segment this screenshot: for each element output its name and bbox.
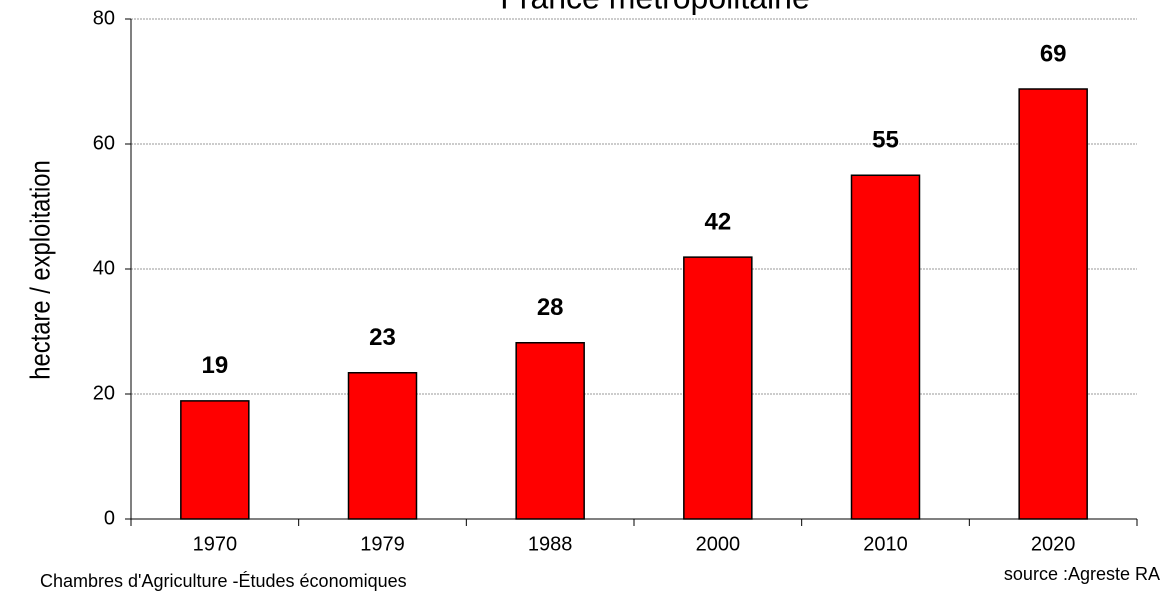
- data-label: 19: [201, 352, 228, 379]
- source: source :Agreste RA: [1004, 564, 1160, 584]
- bar: [850, 174, 921, 520]
- x-tick-label: 2000: [696, 533, 741, 555]
- x-tick-label: 1979: [360, 533, 405, 555]
- bar: [515, 342, 585, 520]
- data-label: 42: [704, 208, 731, 235]
- y-tick-label: 40: [93, 257, 115, 279]
- data-label: 69: [1040, 40, 1067, 67]
- chart-title: France métropolitaine: [500, 0, 809, 15]
- credit: Chambres d'Agriculture -Études économiqu…: [40, 571, 407, 591]
- bar: [180, 400, 250, 520]
- bar: [347, 372, 418, 520]
- y-tick-label: 60: [93, 132, 115, 154]
- bar: [1018, 88, 1088, 520]
- y-tick-label: 20: [93, 382, 115, 404]
- x-tick-label: 1970: [193, 533, 238, 555]
- y-tick-label: 0: [104, 507, 115, 529]
- x-tick-label: 1988: [528, 533, 573, 555]
- data-label: 28: [537, 294, 564, 321]
- bar: [683, 256, 753, 520]
- x-tick-label: 2020: [1031, 533, 1076, 555]
- y-axis-label: hectare / exploitation: [24, 160, 56, 379]
- data-label: 55: [872, 127, 899, 154]
- y-tick-label: 80: [93, 7, 115, 29]
- data-label: 23: [369, 324, 396, 351]
- x-tick-label: 2010: [863, 533, 908, 555]
